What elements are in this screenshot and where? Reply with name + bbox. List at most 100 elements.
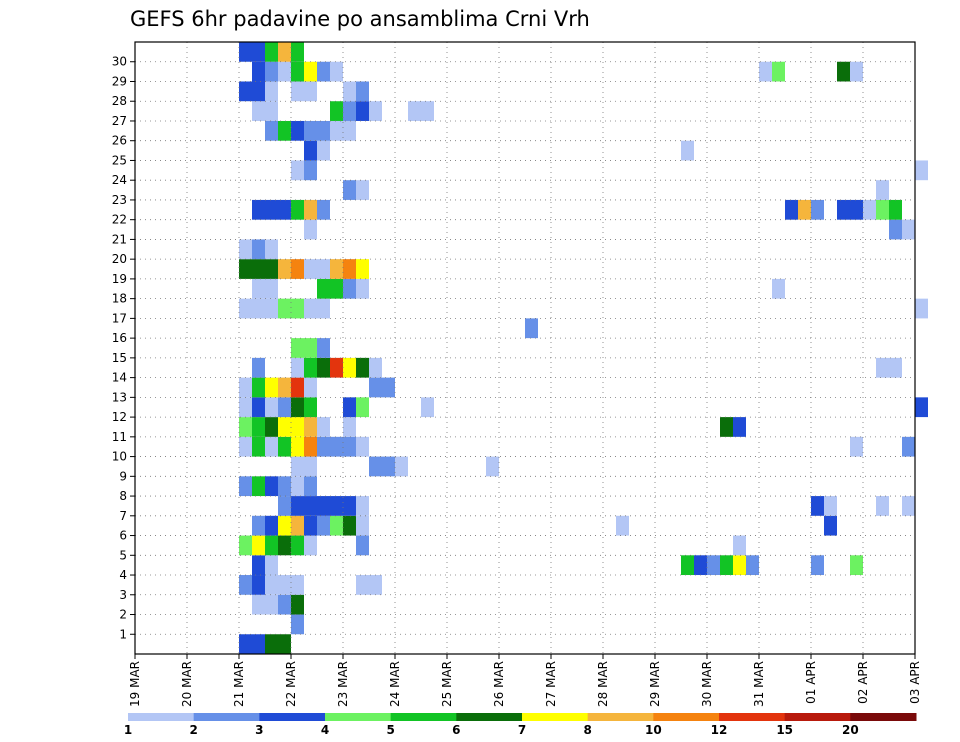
y-tick-label: 24 [112, 173, 127, 187]
heatmap-cell [733, 417, 746, 437]
heatmap-cell [265, 515, 278, 536]
heatmap-cell [343, 81, 356, 102]
heatmap-cell [356, 357, 369, 378]
x-tick-label: 03 APR [908, 661, 922, 704]
x-tick-label: 21 MAR [232, 661, 246, 707]
y-tick-label: 30 [112, 55, 127, 69]
heatmap-cell [304, 535, 317, 556]
heatmap-cell [239, 239, 252, 260]
y-tick-label: 20 [112, 252, 127, 266]
heatmap-cell [239, 476, 252, 497]
y-tick-label: 13 [112, 390, 127, 404]
heatmap-cell [304, 515, 317, 536]
heatmap-cell [317, 278, 330, 299]
heatmap-cell [265, 120, 278, 141]
heatmap-cell [915, 397, 928, 418]
heatmap-cell [369, 357, 382, 378]
heatmap-cell [850, 436, 863, 457]
heatmap-cell [395, 456, 408, 477]
heatmap-cell [239, 575, 252, 595]
colorbar-label: 3 [255, 723, 263, 737]
heatmap-cell [486, 456, 499, 477]
colorbar-label: 4 [321, 723, 329, 737]
heatmap-cell [304, 140, 317, 161]
heatmap-cell [317, 417, 330, 437]
heatmap-cell [265, 594, 278, 615]
heatmap-cell [278, 120, 291, 141]
heatmap-cell [252, 417, 265, 437]
heatmap-cell [902, 436, 915, 457]
heatmap-cell [239, 417, 252, 437]
heatmap-cell [876, 199, 889, 220]
heatmap-cell [850, 555, 863, 576]
heatmap-cell [265, 476, 278, 497]
heatmap-cell [356, 575, 369, 595]
heatmap-cell [265, 555, 278, 576]
heatmap-cell [733, 535, 746, 556]
heatmap-cell [278, 476, 291, 497]
heatmap-cell [291, 120, 304, 141]
heatmap-cell [278, 377, 291, 398]
heatmap-cell [382, 377, 395, 398]
heatmap-cell [343, 259, 356, 279]
heatmap-cell [278, 515, 291, 536]
heatmap-cell [889, 199, 902, 220]
heatmap-cell [304, 120, 317, 141]
colorbar-label: 20 [842, 723, 859, 737]
heatmap-cell [252, 101, 265, 121]
heatmap-cell [356, 397, 369, 418]
heatmap-cell [291, 575, 304, 595]
y-tick-label: 28 [112, 94, 127, 108]
colorbar-swatch [128, 713, 195, 721]
colorbar: 1 2 3 4 5 6 7 8 10 12 15 20 [124, 713, 917, 737]
heatmap-cell [304, 160, 317, 181]
y-tick-label: 5 [119, 548, 127, 562]
y-tick-label: 14 [112, 371, 127, 385]
heatmap-cell [278, 436, 291, 457]
heatmap-cell [382, 456, 395, 477]
x-tick-label: 28 MAR [596, 661, 610, 707]
heatmap-cell [863, 199, 876, 220]
heatmap-cell [356, 535, 369, 556]
heatmap-cell [343, 101, 356, 121]
heatmap-cell [278, 575, 291, 595]
y-tick-label: 15 [112, 351, 127, 365]
heatmap-cell [616, 515, 629, 536]
x-tick-label: 01 APR [804, 661, 818, 704]
colorbar-swatch [390, 713, 457, 721]
heatmap-cell [681, 140, 694, 161]
heatmap-cell [707, 555, 720, 576]
colorbar-label: 6 [452, 723, 460, 737]
heatmap-cell [421, 101, 434, 121]
heatmap-cell [798, 199, 811, 220]
heatmap-cell [291, 515, 304, 536]
x-tick-label: 25 MAR [440, 661, 454, 707]
heatmap-cell [876, 180, 889, 200]
heatmap-cell [291, 436, 304, 457]
heatmap-cell [694, 555, 707, 576]
heatmap-cell [356, 436, 369, 457]
heatmap-cell [304, 298, 317, 319]
heatmap-cell [239, 634, 252, 654]
heatmap-cell [343, 278, 356, 299]
heatmap-cell [356, 496, 369, 516]
heatmap-cell [369, 377, 382, 398]
heatmap-cell [265, 535, 278, 556]
heatmap-cell [291, 298, 304, 319]
colorbar-swatch [456, 713, 523, 721]
heatmap-cell [317, 357, 330, 378]
heatmap-cell [265, 278, 278, 299]
heatmap-cell [252, 476, 265, 497]
heatmap-cell [850, 199, 863, 220]
heatmap-cell [252, 377, 265, 398]
y-tick-label: 18 [112, 292, 127, 306]
heatmap-cell [278, 496, 291, 516]
y-tick-label: 16 [112, 331, 127, 345]
heatmap-cell [291, 397, 304, 418]
heatmap-cell [304, 81, 317, 102]
heatmap-cell [265, 61, 278, 82]
heatmap-cell [915, 160, 928, 181]
y-tick-label: 17 [112, 311, 127, 325]
heatmap-cell [356, 81, 369, 102]
x-tick-label: 02 APR [856, 661, 870, 704]
